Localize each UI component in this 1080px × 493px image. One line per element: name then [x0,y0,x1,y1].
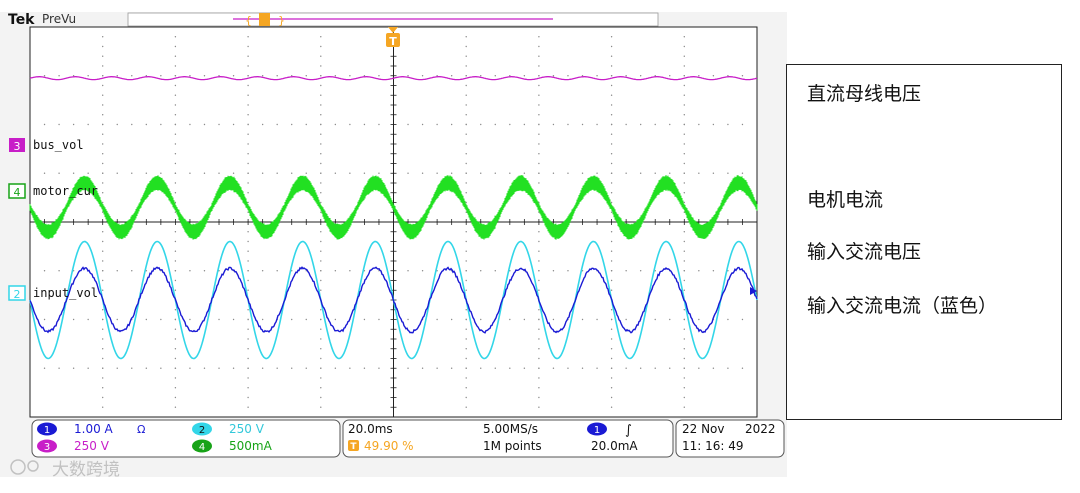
trace-label-motor-cur: 4 motor_cur [8,183,98,199]
channel-scale-panel: 1 1.00 A Ω 3 250 V 2 250 V 4 500mA [31,419,341,458]
svg-text:1: 1 [44,425,50,436]
timebase-panel: 20.0ms T 49.90 % 5.00MS/s 1M points 1 ∫ … [342,419,674,458]
svg-text:4: 4 [199,442,205,453]
oscilloscope-screen: Tek PreVu { } T 3 bus_vol 4 motor_cur [0,12,787,480]
trace-label-input-vol: 2 input_vol [8,285,98,301]
watermark: 大数跨境 [10,459,120,480]
legend-input-current: 输入交流电流（蓝色） [807,295,998,317]
trace-input-cur [29,266,758,334]
svg-text:3: 3 [14,140,21,153]
grid-lines [29,26,758,418]
record-length: 1M points [483,439,542,453]
time-label: 11: 16: 49 [682,439,744,453]
mode-label: PreVu [42,12,76,26]
svg-text:3: 3 [44,442,50,453]
trigger-level-marker [750,287,757,295]
trace-bus-vol [29,76,758,81]
svg-text:2: 2 [199,425,205,436]
svg-text:T: T [350,442,357,452]
ch2-scale: 250 V [229,422,265,436]
date-label: 22 Nov [682,422,725,436]
annotation-legend-box: 直流母线电压 电机电流 输入交流电压 输入交流电流（蓝色） [786,64,1062,420]
year-label: 2022 [745,422,776,436]
ch4-scale: 500mA [229,439,273,453]
legend-input-voltage: 输入交流电压 [807,241,922,263]
svg-text:T: T [389,35,397,48]
datetime-panel: 22 Nov 2022 11: 16: 49 [675,419,785,458]
svg-text:}: } [278,14,285,27]
trigger-position-marker: T [386,27,400,48]
svg-text:bus_vol: bus_vol [33,138,84,152]
svg-text:motor_cur: motor_cur [33,184,98,198]
oscilloscope-svg: Tek PreVu { } T 3 bus_vol 4 motor_cur [0,12,787,480]
trace-label-bus-vol: 3 bus_vol [9,138,84,153]
legend-bus-voltage: 直流母线电压 [807,83,922,105]
time-per-div: 20.0ms [348,422,393,436]
trigger-slope-icon: ∫ [625,423,632,438]
trigger-level: 20.0mA [591,439,638,453]
svg-text:4: 4 [14,186,21,199]
brand-label: Tek [8,12,35,28]
svg-text:{: { [245,14,252,27]
svg-text:2: 2 [14,288,21,301]
svg-text:1: 1 [594,425,600,436]
legend-motor-current: 电机电流 [807,189,884,211]
ch3-scale: 250 V [74,439,110,453]
sample-rate: 5.00MS/s [483,422,538,436]
svg-text:input_vol: input_vol [33,286,98,300]
preview-trigger-icon [259,13,270,26]
watermark-logo-icon [10,459,26,475]
watermark-text: 大数跨境 [52,460,120,480]
ohm-icon: Ω [137,423,145,436]
trace-motor-cur-noise [29,175,758,240]
ch1-scale: 1.00 A [74,422,114,436]
trigger-position: 49.90 % [364,439,414,453]
waveform-traces [29,76,758,360]
